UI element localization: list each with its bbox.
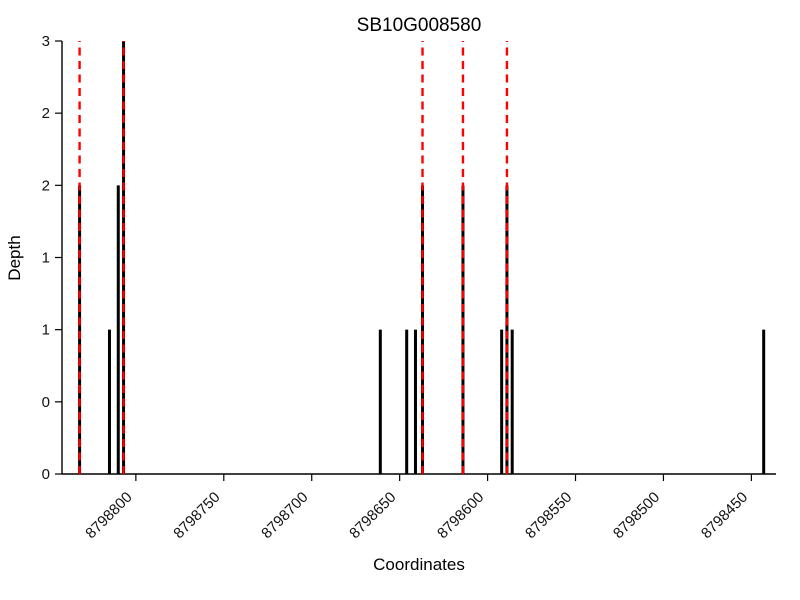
x-tick-label: 8798750	[170, 489, 223, 542]
y-tick-label: 1	[42, 322, 50, 339]
y-tick-label: 0	[42, 394, 50, 411]
x-tick-label: 8798650	[346, 489, 399, 542]
y-tick-label: 0	[42, 466, 50, 483]
x-tick-label: 8798450	[698, 489, 751, 542]
x-tick-label: 8798800	[82, 489, 135, 542]
chart-title: SB10G008580	[357, 15, 482, 36]
x-tick-label: 8798550	[522, 489, 575, 542]
x-tick-label: 8798500	[610, 489, 663, 542]
x-tick-label: 8798600	[434, 489, 487, 542]
y-tick-label: 3	[42, 33, 50, 50]
y-tick-label: 1	[42, 250, 50, 267]
plot-area: 8798800 8798750 8798700 8798650 8798600 87985…	[42, 33, 776, 542]
y-tick-label: 2	[42, 177, 50, 194]
y-tick-label: 2	[42, 105, 50, 122]
x-tick-label: 8798700	[258, 489, 311, 542]
x-axis-label: Coordinates	[373, 555, 465, 574]
y-axis-label: Depth	[5, 235, 24, 280]
